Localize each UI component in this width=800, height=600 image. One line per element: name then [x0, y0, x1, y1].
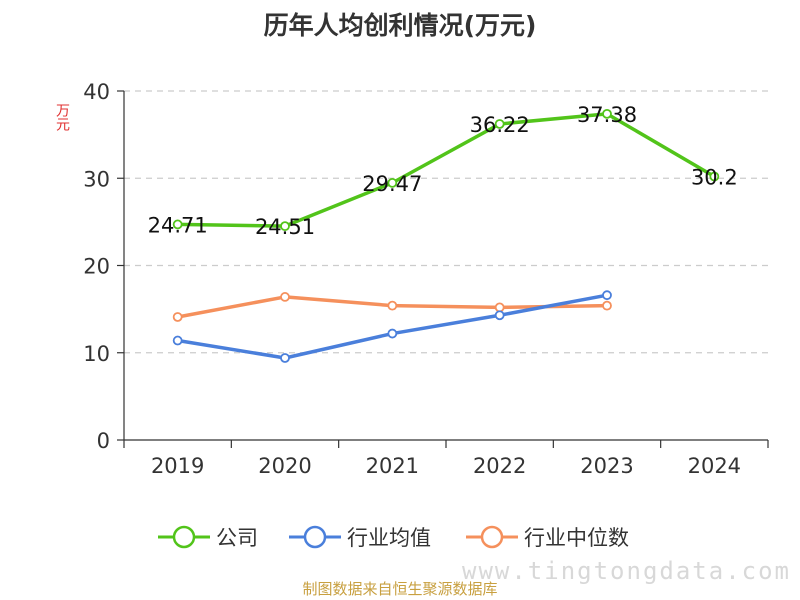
data-point	[387, 177, 398, 188]
x-tick-label: 2022	[473, 454, 526, 478]
data-label: 29.47	[362, 172, 422, 196]
x-tick-label: 2024	[688, 454, 741, 478]
axes: 0 10 20 30 40 2019 2020 2021 2022 2023 2024	[83, 80, 769, 478]
legend-label: 行业中位数	[524, 526, 629, 550]
x-tick-label: 2021	[366, 454, 419, 478]
legend-label: 行业均值	[347, 526, 431, 550]
data-label: 24.71	[148, 213, 208, 237]
legend-item[interactable]: 行业均值	[289, 520, 431, 554]
data-point	[280, 292, 290, 302]
legend-symbol	[158, 525, 210, 549]
series-line-0	[175, 112, 717, 228]
y-tick-label: 40	[83, 80, 110, 104]
x-tick-label: 2019	[151, 454, 204, 478]
data-point	[602, 290, 612, 301]
legend-symbol	[289, 525, 341, 549]
data-label: 36.22	[470, 113, 530, 137]
data-point	[387, 300, 398, 311]
data-label: 24.51	[255, 215, 315, 239]
y-tick-label: 0	[97, 429, 110, 453]
data-point	[387, 328, 398, 339]
data-point	[602, 108, 612, 119]
grid-lines	[124, 90, 768, 354]
data-point	[172, 335, 183, 346]
chart-title: 历年人均创利情况(万元)	[263, 11, 537, 40]
data-point	[494, 310, 505, 321]
y-tick-label: 30	[83, 167, 110, 191]
data-point	[280, 353, 290, 363]
data-point	[494, 119, 505, 129]
y-tick-label: 10	[83, 342, 110, 366]
data-point	[494, 302, 505, 313]
source-note: 制图数据来自恒生聚源数据库	[302, 580, 498, 598]
legend-item[interactable]: 公司	[158, 520, 258, 554]
data-point	[709, 171, 720, 182]
data-labels: 24.71 24.51 29.47 36.22 37.38 30.2	[148, 103, 738, 239]
data-point	[280, 221, 290, 232]
legend-symbol	[466, 525, 518, 549]
y-axis-label: 万元	[54, 103, 70, 131]
watermark: www.tingtongdata.com	[462, 557, 791, 585]
data-point	[602, 300, 612, 311]
data-label: 37.38	[577, 103, 637, 127]
data-point	[172, 219, 183, 230]
series-group	[172, 108, 720, 363]
data-label: 30.2	[691, 166, 738, 190]
x-tick-label: 2023	[580, 454, 633, 478]
data-point	[172, 312, 183, 322]
y-tick-label: 20	[83, 255, 110, 279]
x-tick-label: 2020	[258, 454, 311, 478]
legend: 公司 行业均值 行业中位数	[0, 520, 800, 554]
legend-item[interactable]: 行业中位数	[466, 520, 629, 554]
legend-label: 公司	[216, 526, 258, 550]
